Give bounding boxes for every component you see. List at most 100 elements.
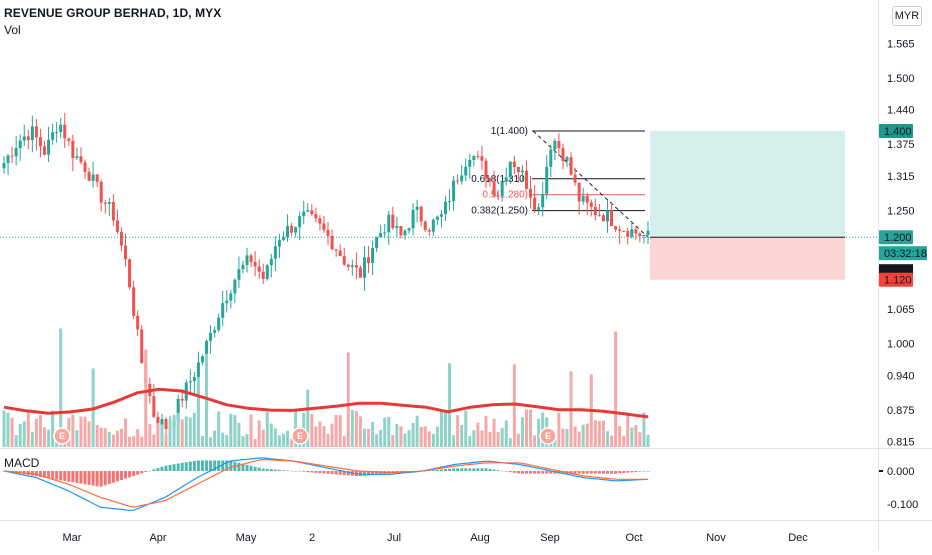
volume-bar [47,429,51,447]
volume-bar [43,427,47,447]
volume-bar [350,409,354,447]
candle-body [460,175,464,182]
volume-bar [435,426,439,447]
volume-bar [383,417,387,447]
macd-histogram-bar [132,471,136,477]
candle-body [427,230,431,232]
macd-histogram-bar [205,460,209,471]
volume-bar [144,349,148,447]
macd-histogram-bar [286,470,290,471]
candle-body [589,202,593,207]
macd-histogram-bar [338,471,342,475]
volume-bar [209,437,213,447]
volume-bar [367,428,371,447]
candle-body [488,178,492,181]
volume-bar [103,428,107,447]
candle-body [464,166,468,176]
volume-bar [196,377,200,447]
volume-bar [290,438,294,447]
candle-body [383,232,387,234]
macd-histogram-bar [346,471,350,476]
macd-histogram-bar [431,470,435,471]
candle-body [350,265,354,267]
time-axis-tick: May [236,532,257,544]
macd-histogram-bar [200,460,204,471]
macd-histogram-bar [87,471,91,485]
macd-histogram-bar [646,471,650,472]
macd-histogram-group [2,460,650,487]
macd-histogram-bar [83,471,87,485]
price-axis-tick: 1.315 [887,171,915,183]
macd-histogram-bar [209,460,213,471]
volume-bar [520,417,524,447]
price-axis-tick: 1.500 [887,73,915,85]
candle-body [196,362,200,378]
price-axis-tick: 1.250 [887,206,915,218]
candle-body [638,233,642,237]
price-axis-tick: 1.565 [887,38,915,50]
candle-body [225,300,229,304]
candle-body [338,250,342,257]
fib-level-label: 0.382(1.250) [471,206,528,217]
volume-bar [561,428,565,447]
candle-body [565,157,569,161]
candle-body [63,124,67,139]
candle-body [371,247,375,263]
candle-body [229,293,233,301]
candle-body [581,196,585,202]
macd-histogram-bar [630,471,634,473]
volume-bar [634,425,638,447]
macd-histogram-bar [561,471,565,474]
volume-bar [237,422,241,447]
macd-histogram-bar [549,471,553,474]
earnings-marker-label: E [59,431,65,441]
volume-bar [87,421,91,447]
macd-axis-tick: -0.100 [887,499,918,511]
candle-body [605,210,609,222]
candle-body [47,139,51,155]
earnings-marker-label: E [545,431,551,441]
volume-bar [156,423,160,447]
volume-bar [34,418,38,447]
volume-bar [395,423,399,447]
macd-histogram-bar [38,471,42,477]
macd-histogram-bar [302,471,306,472]
time-axis-tick: Aug [470,532,490,544]
volume-bar [217,411,221,447]
macd-histogram-bar [67,471,71,482]
candle-body [10,155,14,157]
candle-body [318,218,322,224]
candle-body [520,170,524,173]
macd-label: MACD [4,456,40,470]
volume-bar [468,436,472,447]
currency-button[interactable]: MYR [892,6,922,26]
candle-body [358,267,362,278]
time-axis-tick: Apr [149,532,166,544]
volume-bar [524,409,528,447]
volume-bar [508,438,512,447]
volume-bar [488,431,492,447]
candle-body [241,265,245,270]
candle-body [435,216,439,220]
candle-body [448,201,452,203]
candle-body [541,193,545,208]
macd-histogram-bar [119,471,123,480]
candle-body [322,223,326,230]
macd-histogram-bar [95,471,99,487]
price-axis-tick: 1.000 [887,338,915,350]
macd-histogram-bar [310,471,314,473]
candle-body [209,332,213,342]
volume-bar [537,418,541,447]
macd-histogram-bar [79,471,83,484]
volume-bar [504,420,508,447]
macd-histogram-bar [294,471,298,472]
candle-body [524,170,528,189]
volume-bar [464,410,468,447]
macd-histogram-bar [71,471,75,483]
candle-body [180,398,184,401]
volume-bar [379,430,383,447]
volume-bar [99,427,103,447]
volume-bar [26,409,30,447]
